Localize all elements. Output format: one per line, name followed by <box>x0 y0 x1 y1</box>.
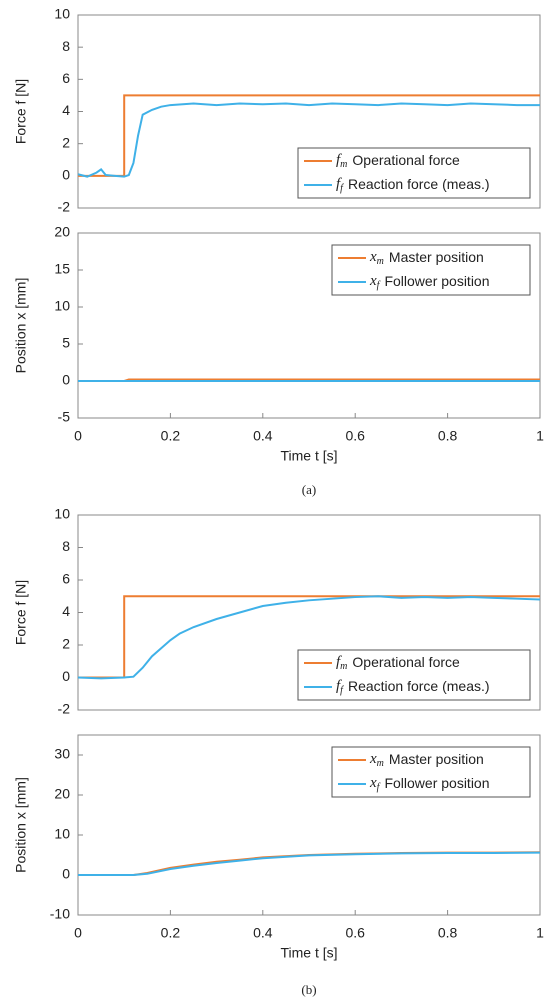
y-tick-label: 0 <box>62 372 70 388</box>
x-tick-label: 0.8 <box>438 925 458 941</box>
legend-label: Follower position <box>384 775 489 791</box>
legend-symbol: f <box>336 654 342 670</box>
y-tick-label: 2 <box>62 134 70 150</box>
legend-entry: xf Follower position <box>369 775 490 794</box>
legend-symbol: f <box>336 678 342 694</box>
y-tick-label: 6 <box>62 571 70 587</box>
x-tick-label: 0.4 <box>253 428 273 444</box>
x-tick-label: 1 <box>536 428 544 444</box>
legend-entry: xf Follower position <box>369 273 490 292</box>
y-tick-label: 20 <box>54 224 70 240</box>
legend-label: Reaction force (meas.) <box>348 176 490 192</box>
series-line <box>78 851 541 876</box>
legend-label: Operational force <box>352 152 460 168</box>
x-tick-label: 0 <box>74 925 82 941</box>
legend-box <box>297 147 531 199</box>
legend-subscript: m <box>377 758 384 769</box>
y-tick-label: 10 <box>54 506 70 522</box>
y-tick-label: -2 <box>58 199 71 215</box>
legend-symbol: x <box>369 249 377 265</box>
legend-label: Operational force <box>352 654 460 670</box>
y-tick-label: -2 <box>58 701 71 717</box>
x-tick-label: 0.6 <box>345 428 365 444</box>
legend-label: Master position <box>389 249 484 265</box>
legend-box <box>331 244 531 296</box>
plot-frame <box>77 232 541 419</box>
y-tick-label: 2 <box>62 636 70 652</box>
legend-symbol: x <box>369 751 377 767</box>
legend-entry: ff Reaction force (meas.) <box>336 176 490 195</box>
y-tick-label: 8 <box>62 538 70 554</box>
x-axis-label: Time t [s] <box>280 448 337 464</box>
x-tick-label: 1 <box>536 925 544 941</box>
legend-subscript: f <box>340 183 344 194</box>
y-tick-label: 15 <box>54 261 70 277</box>
y-tick-label: 10 <box>54 826 70 842</box>
legend-subscript: m <box>340 159 347 170</box>
series-line <box>77 595 541 680</box>
legend-box <box>331 746 531 798</box>
x-tick-label: 0.8 <box>438 428 458 444</box>
series-line <box>77 102 540 178</box>
y-tick-label: 10 <box>54 6 70 22</box>
legend-subscript: f <box>340 685 344 696</box>
legend-box <box>297 649 531 701</box>
y-axis-label: Position x [mm] <box>13 777 29 873</box>
legend-subscript: m <box>340 661 347 672</box>
x-tick-label: 0.2 <box>161 925 181 941</box>
caption: (a) <box>302 482 316 497</box>
legend-label: Master position <box>389 751 484 767</box>
y-tick-label: -5 <box>58 409 71 425</box>
legend-entry: xm Master position <box>369 249 484 268</box>
y-tick-label: 0 <box>62 866 70 882</box>
y-tick-label: 8 <box>62 38 70 54</box>
y-tick-label: 10 <box>54 298 70 314</box>
x-tick-label: 0 <box>74 428 82 444</box>
y-tick-label: 4 <box>62 102 70 118</box>
series-line <box>78 94 540 177</box>
y-tick-label: 20 <box>54 786 70 802</box>
legend-symbol: x <box>369 273 377 289</box>
y-axis-label: Force f [N] <box>13 580 29 645</box>
y-axis-label: Force f [N] <box>13 79 29 144</box>
plot-frame <box>77 734 541 916</box>
y-tick-label: 0 <box>62 668 70 684</box>
x-axis-label: Time t [s] <box>280 945 337 961</box>
legend-subscript: f <box>377 782 381 793</box>
legend-label: Follower position <box>384 273 489 289</box>
y-tick-label: 4 <box>62 603 70 619</box>
y-tick-label: 0 <box>62 167 70 183</box>
legend-symbol: f <box>336 152 342 168</box>
y-tick-label: 6 <box>62 70 70 86</box>
legend-symbol: x <box>369 775 377 791</box>
y-tick-label: 30 <box>54 746 70 762</box>
legend-subscript: m <box>377 256 384 267</box>
legend-label: Reaction force (meas.) <box>348 678 490 694</box>
y-tick-label: 5 <box>62 335 70 351</box>
caption: (b) <box>301 982 316 997</box>
y-axis-label: Position x [mm] <box>13 278 29 374</box>
legend-symbol: f <box>336 176 342 192</box>
y-tick-label: -10 <box>50 906 70 922</box>
x-tick-label: 0.4 <box>253 925 273 941</box>
legend-entry: xm Master position <box>369 751 484 770</box>
x-tick-label: 0.6 <box>345 925 365 941</box>
legend-entry: ff Reaction force (meas.) <box>336 678 490 697</box>
legend-subscript: f <box>377 280 381 291</box>
x-tick-label: 0.2 <box>161 428 181 444</box>
legend-entry: fm Operational force <box>336 152 460 171</box>
legend-entry: fm Operational force <box>336 654 460 673</box>
